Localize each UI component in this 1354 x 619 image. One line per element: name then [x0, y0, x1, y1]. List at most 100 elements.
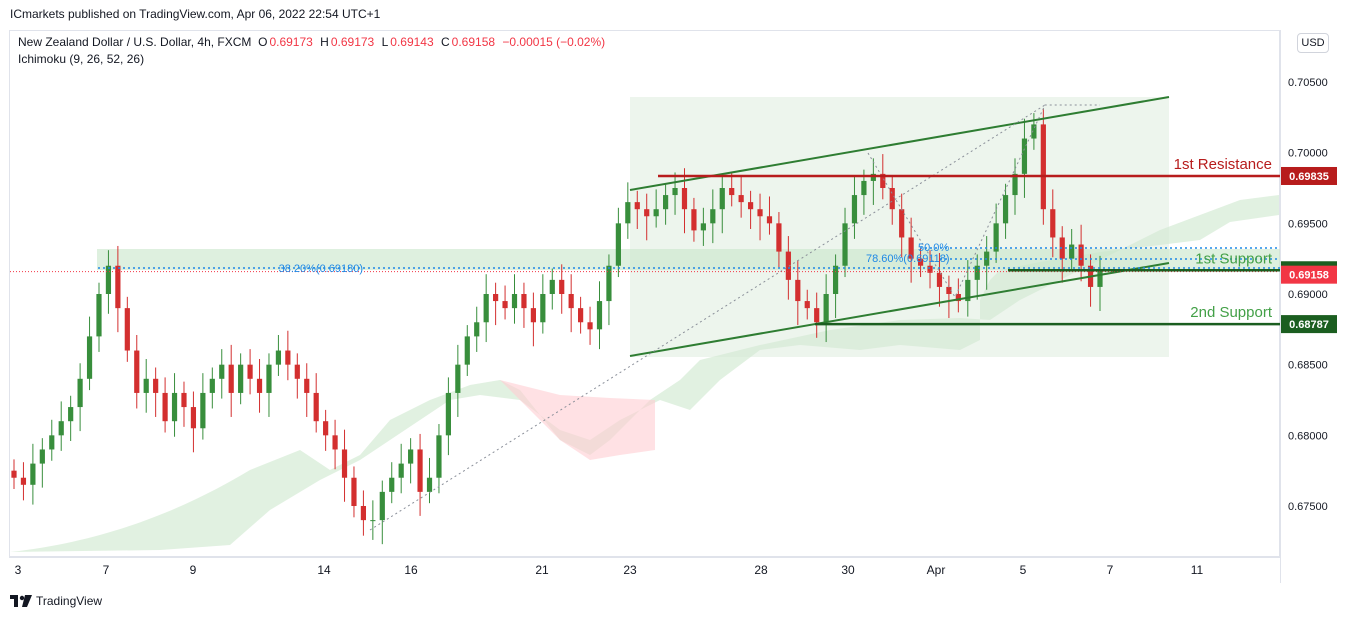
currency-button[interactable]: USD [1297, 33, 1329, 53]
candle-body[interactable] [1078, 244, 1084, 266]
candle-body[interactable] [568, 294, 574, 309]
candle-body[interactable] [162, 392, 168, 422]
candle-body[interactable] [1059, 237, 1065, 259]
candle-body[interactable] [49, 435, 55, 450]
candle-body[interactable] [171, 392, 178, 422]
candle-body[interactable] [587, 322, 593, 330]
candle-body[interactable] [1040, 124, 1046, 210]
candle-body[interactable] [285, 350, 291, 365]
candle-body[interactable] [39, 449, 45, 464]
candle-body[interactable] [408, 449, 414, 464]
candle-body[interactable] [596, 301, 603, 330]
candle-body[interactable] [766, 216, 773, 224]
candle-body[interactable] [625, 202, 631, 224]
candle-body[interactable] [313, 392, 319, 422]
candle-body[interactable] [464, 336, 470, 365]
candle-body[interactable] [530, 308, 536, 323]
candle-body[interactable] [889, 188, 895, 210]
candle-body[interactable] [190, 407, 197, 429]
candle-body[interactable] [294, 364, 300, 379]
candle-body[interactable] [181, 392, 187, 408]
candle-body[interactable] [124, 308, 130, 351]
candle-body[interactable] [20, 477, 27, 485]
candle-body[interactable] [143, 378, 149, 393]
candle-body[interactable] [747, 202, 754, 210]
candle-body[interactable] [1031, 124, 1037, 139]
candle-body[interactable] [474, 322, 480, 337]
candle-body[interactable] [511, 294, 518, 309]
candle-body[interactable] [105, 265, 112, 294]
candle-body[interactable] [540, 294, 546, 323]
candle-body[interactable] [672, 188, 678, 196]
candle-body[interactable] [445, 392, 451, 436]
candle-body[interactable] [115, 265, 121, 309]
candle-body[interactable] [30, 463, 36, 485]
candle-body[interactable] [691, 209, 697, 231]
candle-body[interactable] [332, 435, 338, 450]
candle-body[interactable] [644, 209, 650, 217]
candle-body[interactable] [993, 223, 999, 252]
candle-body[interactable] [96, 294, 102, 337]
candle-body[interactable] [247, 364, 253, 379]
candle-body[interactable] [379, 491, 385, 521]
candle-body[interactable] [738, 195, 744, 203]
candle-body[interactable] [417, 449, 423, 492]
candle-body[interactable] [360, 506, 367, 521]
candle-body[interactable] [965, 279, 971, 302]
candle-body[interactable] [1002, 195, 1009, 224]
candle-body[interactable] [134, 350, 140, 393]
candle-body[interactable] [351, 477, 357, 506]
candle-body[interactable] [634, 202, 640, 210]
candle-body[interactable] [681, 188, 688, 210]
candle-body[interactable] [1097, 271, 1103, 287]
indicator-legend[interactable]: Ichimoku (9, 26, 52, 26) [18, 52, 145, 66]
candle-body[interactable] [814, 308, 820, 323]
candle-body[interactable] [483, 294, 489, 323]
candle-body[interactable] [256, 378, 263, 393]
candle-body[interactable] [823, 294, 829, 323]
candle-body[interactable] [275, 350, 282, 365]
candle-body[interactable] [955, 294, 961, 302]
candle-body[interactable] [804, 301, 810, 309]
candle-body[interactable] [861, 180, 867, 196]
candle-body[interactable] [946, 286, 952, 294]
candle-body[interactable] [578, 308, 584, 323]
candle-body[interactable] [776, 223, 782, 252]
candle-body[interactable] [785, 251, 791, 280]
candle-body[interactable] [304, 378, 310, 393]
candle-body[interactable] [86, 336, 93, 379]
candle-body[interactable] [917, 258, 924, 266]
candle-body[interactable] [502, 301, 508, 309]
candle-body[interactable] [559, 279, 565, 294]
candle-body[interactable] [719, 188, 725, 210]
candle-body[interactable] [219, 364, 225, 379]
candle-body[interactable] [842, 223, 848, 266]
candle-body[interactable] [606, 265, 612, 302]
candle-body[interactable] [870, 173, 876, 181]
candle-body[interactable] [436, 435, 442, 478]
candle-body[interactable] [455, 364, 461, 393]
candle-body[interactable] [1012, 173, 1018, 196]
candle-body[interactable] [729, 188, 735, 196]
candle-body[interactable] [426, 477, 433, 492]
candle-body[interactable] [1021, 138, 1028, 174]
candle-body[interactable] [927, 265, 933, 273]
candle-body[interactable] [200, 392, 206, 429]
candle-body[interactable] [936, 272, 943, 287]
candle-body[interactable] [880, 173, 886, 188]
candle-body[interactable] [266, 364, 272, 393]
candle-body[interactable] [389, 477, 395, 492]
candle-body[interactable] [153, 378, 159, 393]
candle-body[interactable] [341, 449, 348, 478]
candle-body[interactable] [974, 265, 980, 280]
candle-body[interactable] [615, 223, 621, 266]
candle-body[interactable] [663, 195, 669, 210]
candle-body[interactable] [228, 364, 234, 393]
candle-body[interactable] [209, 378, 215, 393]
candle-body[interactable] [398, 463, 404, 478]
candle-body[interactable] [908, 237, 914, 259]
candle-body[interactable] [1050, 209, 1056, 238]
candle-body[interactable] [323, 421, 329, 436]
tradingview-brand[interactable]: TradingView [10, 594, 102, 608]
candle-body[interactable] [832, 265, 839, 294]
